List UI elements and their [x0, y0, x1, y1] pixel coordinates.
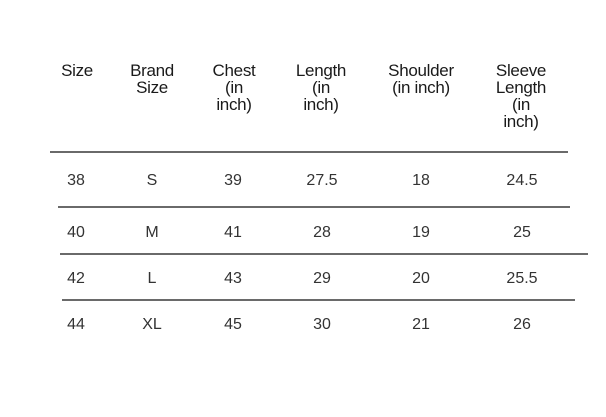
header-chest: Chest (in inch) — [212, 61, 256, 114]
table-cell: 38 — [67, 172, 85, 189]
table-cell: 20 — [412, 270, 430, 287]
table-cell: 42 — [67, 270, 85, 287]
table-cell: L — [147, 270, 157, 287]
header-shoulder: Shoulder (in inch) — [388, 61, 454, 97]
table-cell: 40 — [67, 224, 85, 241]
table-cell: 45 — [224, 316, 242, 333]
table-cell: 18 — [412, 172, 430, 189]
table-cell: 19 — [412, 224, 430, 241]
header-brand-size: Brand Size — [130, 61, 174, 97]
table-cell: M — [145, 224, 159, 241]
table-cell: 29 — [313, 270, 331, 287]
header-length: Length (in inch) — [295, 61, 347, 114]
table-cell: 27.5 — [306, 172, 338, 189]
divider — [58, 206, 570, 208]
table-cell: 25.5 — [506, 270, 538, 287]
divider — [60, 253, 588, 255]
table-cell: 41 — [224, 224, 242, 241]
table-cell: 21 — [412, 316, 430, 333]
table-cell: 44 — [67, 316, 85, 333]
table-cell: 39 — [224, 172, 242, 189]
divider — [62, 299, 575, 301]
header-sleeve-length: Sleeve Length (in inch) — [495, 61, 547, 131]
table-cell: 28 — [313, 224, 331, 241]
divider — [50, 151, 568, 153]
table-cell: XL — [142, 316, 162, 333]
table-cell: 26 — [513, 316, 531, 333]
table-cell: 25 — [513, 224, 531, 241]
table-cell: S — [146, 172, 158, 189]
table-cell: 24.5 — [506, 172, 538, 189]
table-cell: 43 — [224, 270, 242, 287]
header-size: Size — [61, 61, 93, 80]
table-cell: 30 — [313, 316, 331, 333]
